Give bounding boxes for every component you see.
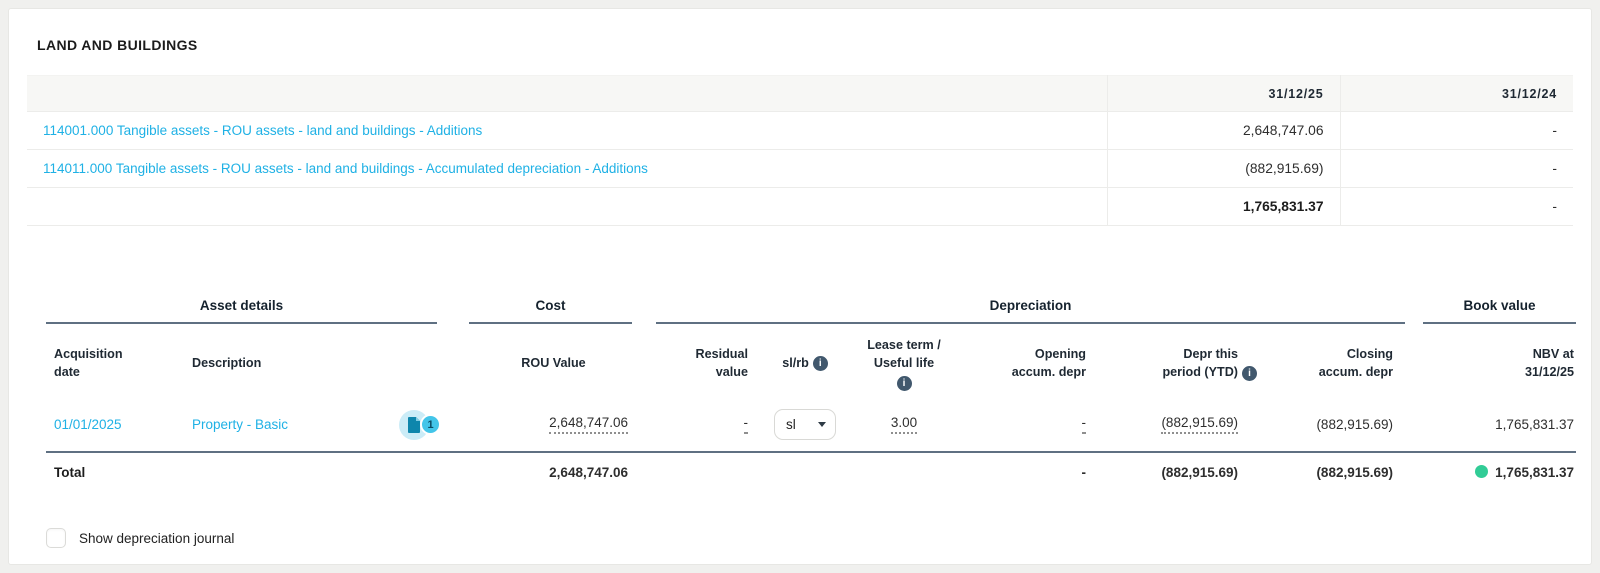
header-opening-accum-depr: Opening accum. depr xyxy=(1011,347,1086,379)
empty-cell xyxy=(27,188,1107,226)
group-header-depreciation: Depreciation xyxy=(656,298,1405,324)
total-nbv: 1,765,831.37 xyxy=(1411,465,1576,480)
attachments-badge[interactable]: 1 xyxy=(399,409,441,440)
header-closing-accum-depr: Closing accum. depr xyxy=(1318,347,1393,379)
closing-accum-depr-cell: (882,915.69) xyxy=(1316,417,1393,433)
total-closing-accum-depr: (882,915.69) xyxy=(1316,465,1393,481)
residual-value-input[interactable]: - xyxy=(743,415,748,435)
rou-value-input[interactable]: 2,648,747.06 xyxy=(549,415,628,435)
header-description: Description xyxy=(192,356,262,371)
land-and-buildings-panel: LAND AND BUILDINGS 31/12/25 31/12/24 114… xyxy=(8,8,1592,565)
account-current-value: 2,648,747.06 xyxy=(1106,111,1340,150)
show-depreciation-journal-row: Show depreciation journal xyxy=(46,528,1573,549)
depreciation-method-select[interactable]: sl xyxy=(774,409,836,441)
asset-total-row: Total 2,648,747.06 - (882,915.69) (882,9… xyxy=(46,453,1576,494)
period-header-current: 31/12/25 xyxy=(1106,75,1340,112)
residual-value-cell: - xyxy=(646,415,766,435)
header-rou-value: ROU Value xyxy=(521,356,586,371)
show-depreciation-journal-label: Show depreciation journal xyxy=(79,530,235,546)
total-opening-accum-depr: - xyxy=(1081,465,1087,481)
summary-header-row: 31/12/25 31/12/24 xyxy=(27,75,1573,112)
rou-value-cell: 2,648,747.06 xyxy=(461,415,646,435)
header-sl-rb: sl/rb xyxy=(766,355,844,373)
group-header-row: Asset details Cost Depreciation Book val… xyxy=(46,298,1576,324)
period-header-prior: 31/12/24 xyxy=(1339,75,1573,112)
info-icon[interactable] xyxy=(896,375,912,391)
total-rou-value: 2,648,747.06 xyxy=(549,465,628,481)
account-current-value: (882,915.69) xyxy=(1106,149,1340,188)
depr-this-period-cell: (882,915.69) xyxy=(1104,415,1256,435)
header-residual-value: Residual value xyxy=(695,347,749,379)
summary-total-prior: - xyxy=(1339,187,1573,226)
description-cell: Property - Basic xyxy=(184,417,391,432)
account-prior-value: - xyxy=(1339,111,1573,150)
table-row: 114011.000 Tangible assets - ROU assets … xyxy=(27,149,1573,188)
opening-accum-depr-input[interactable]: - xyxy=(1081,415,1086,435)
lease-term-input[interactable]: 3.00 xyxy=(890,415,918,435)
opening-accum-depr-cell: - xyxy=(964,415,1104,435)
header-lease-term: Lease term / Useful life xyxy=(844,337,964,391)
total-label: Total xyxy=(54,465,86,481)
group-header-cost: Cost xyxy=(469,298,632,324)
section-title: LAND AND BUILDINGS xyxy=(37,37,198,53)
description-link[interactable]: Property - Basic xyxy=(192,417,289,433)
summary-total-row: 1,765,831.37 - xyxy=(27,187,1573,226)
sl-rb-cell: sl xyxy=(766,409,844,441)
status-dot-icon xyxy=(1475,465,1489,479)
group-header-book-value: Book value xyxy=(1423,298,1576,324)
header-depr-this-period: Depr this period (YTD) xyxy=(1104,346,1257,382)
header-nbv: NBV at 31/12/25 xyxy=(1524,347,1574,379)
account-column-header xyxy=(27,75,1107,112)
asset-detail-table: Asset details Cost Depreciation Book val… xyxy=(46,298,1576,494)
show-depreciation-journal-checkbox[interactable] xyxy=(46,528,66,549)
info-icon[interactable] xyxy=(1242,365,1257,381)
acquisition-date-link[interactable]: 01/01/2025 xyxy=(54,417,122,433)
total-separator-line xyxy=(46,450,1576,454)
documents-cell: 1 xyxy=(391,409,461,440)
header-acquisition-date: Acquisition date xyxy=(54,347,123,379)
nbv-cell: 1,765,831.37 xyxy=(1495,417,1574,433)
info-icon[interactable] xyxy=(812,356,828,372)
table-row: 114001.000 Tangible assets - ROU assets … xyxy=(27,111,1573,150)
summary-total-current: 1,765,831.37 xyxy=(1106,187,1340,226)
account-link[interactable]: 114001.000 Tangible assets - ROU assets … xyxy=(43,122,483,138)
chevron-down-icon xyxy=(818,422,826,428)
column-header-row: Acquisition date Description ROU Value R… xyxy=(46,324,1576,401)
account-prior-value: - xyxy=(1339,149,1573,188)
group-header-asset-details: Asset details xyxy=(46,298,437,324)
lease-term-cell: 3.00 xyxy=(844,415,964,435)
total-depr-this-period: (882,915.69) xyxy=(1161,465,1238,481)
asset-row: 01/01/2025 Property - Basic 1 2,648,747.… xyxy=(46,401,1576,449)
depr-this-period-input[interactable]: (882,915.69) xyxy=(1161,415,1238,435)
acquisition-date-cell: 01/01/2025 xyxy=(46,417,184,432)
account-summary-table: 31/12/25 31/12/24 114001.000 Tangible as… xyxy=(27,75,1573,226)
attachment-count-badge: 1 xyxy=(420,414,441,436)
account-link[interactable]: 114011.000 Tangible assets - ROU assets … xyxy=(43,160,648,176)
